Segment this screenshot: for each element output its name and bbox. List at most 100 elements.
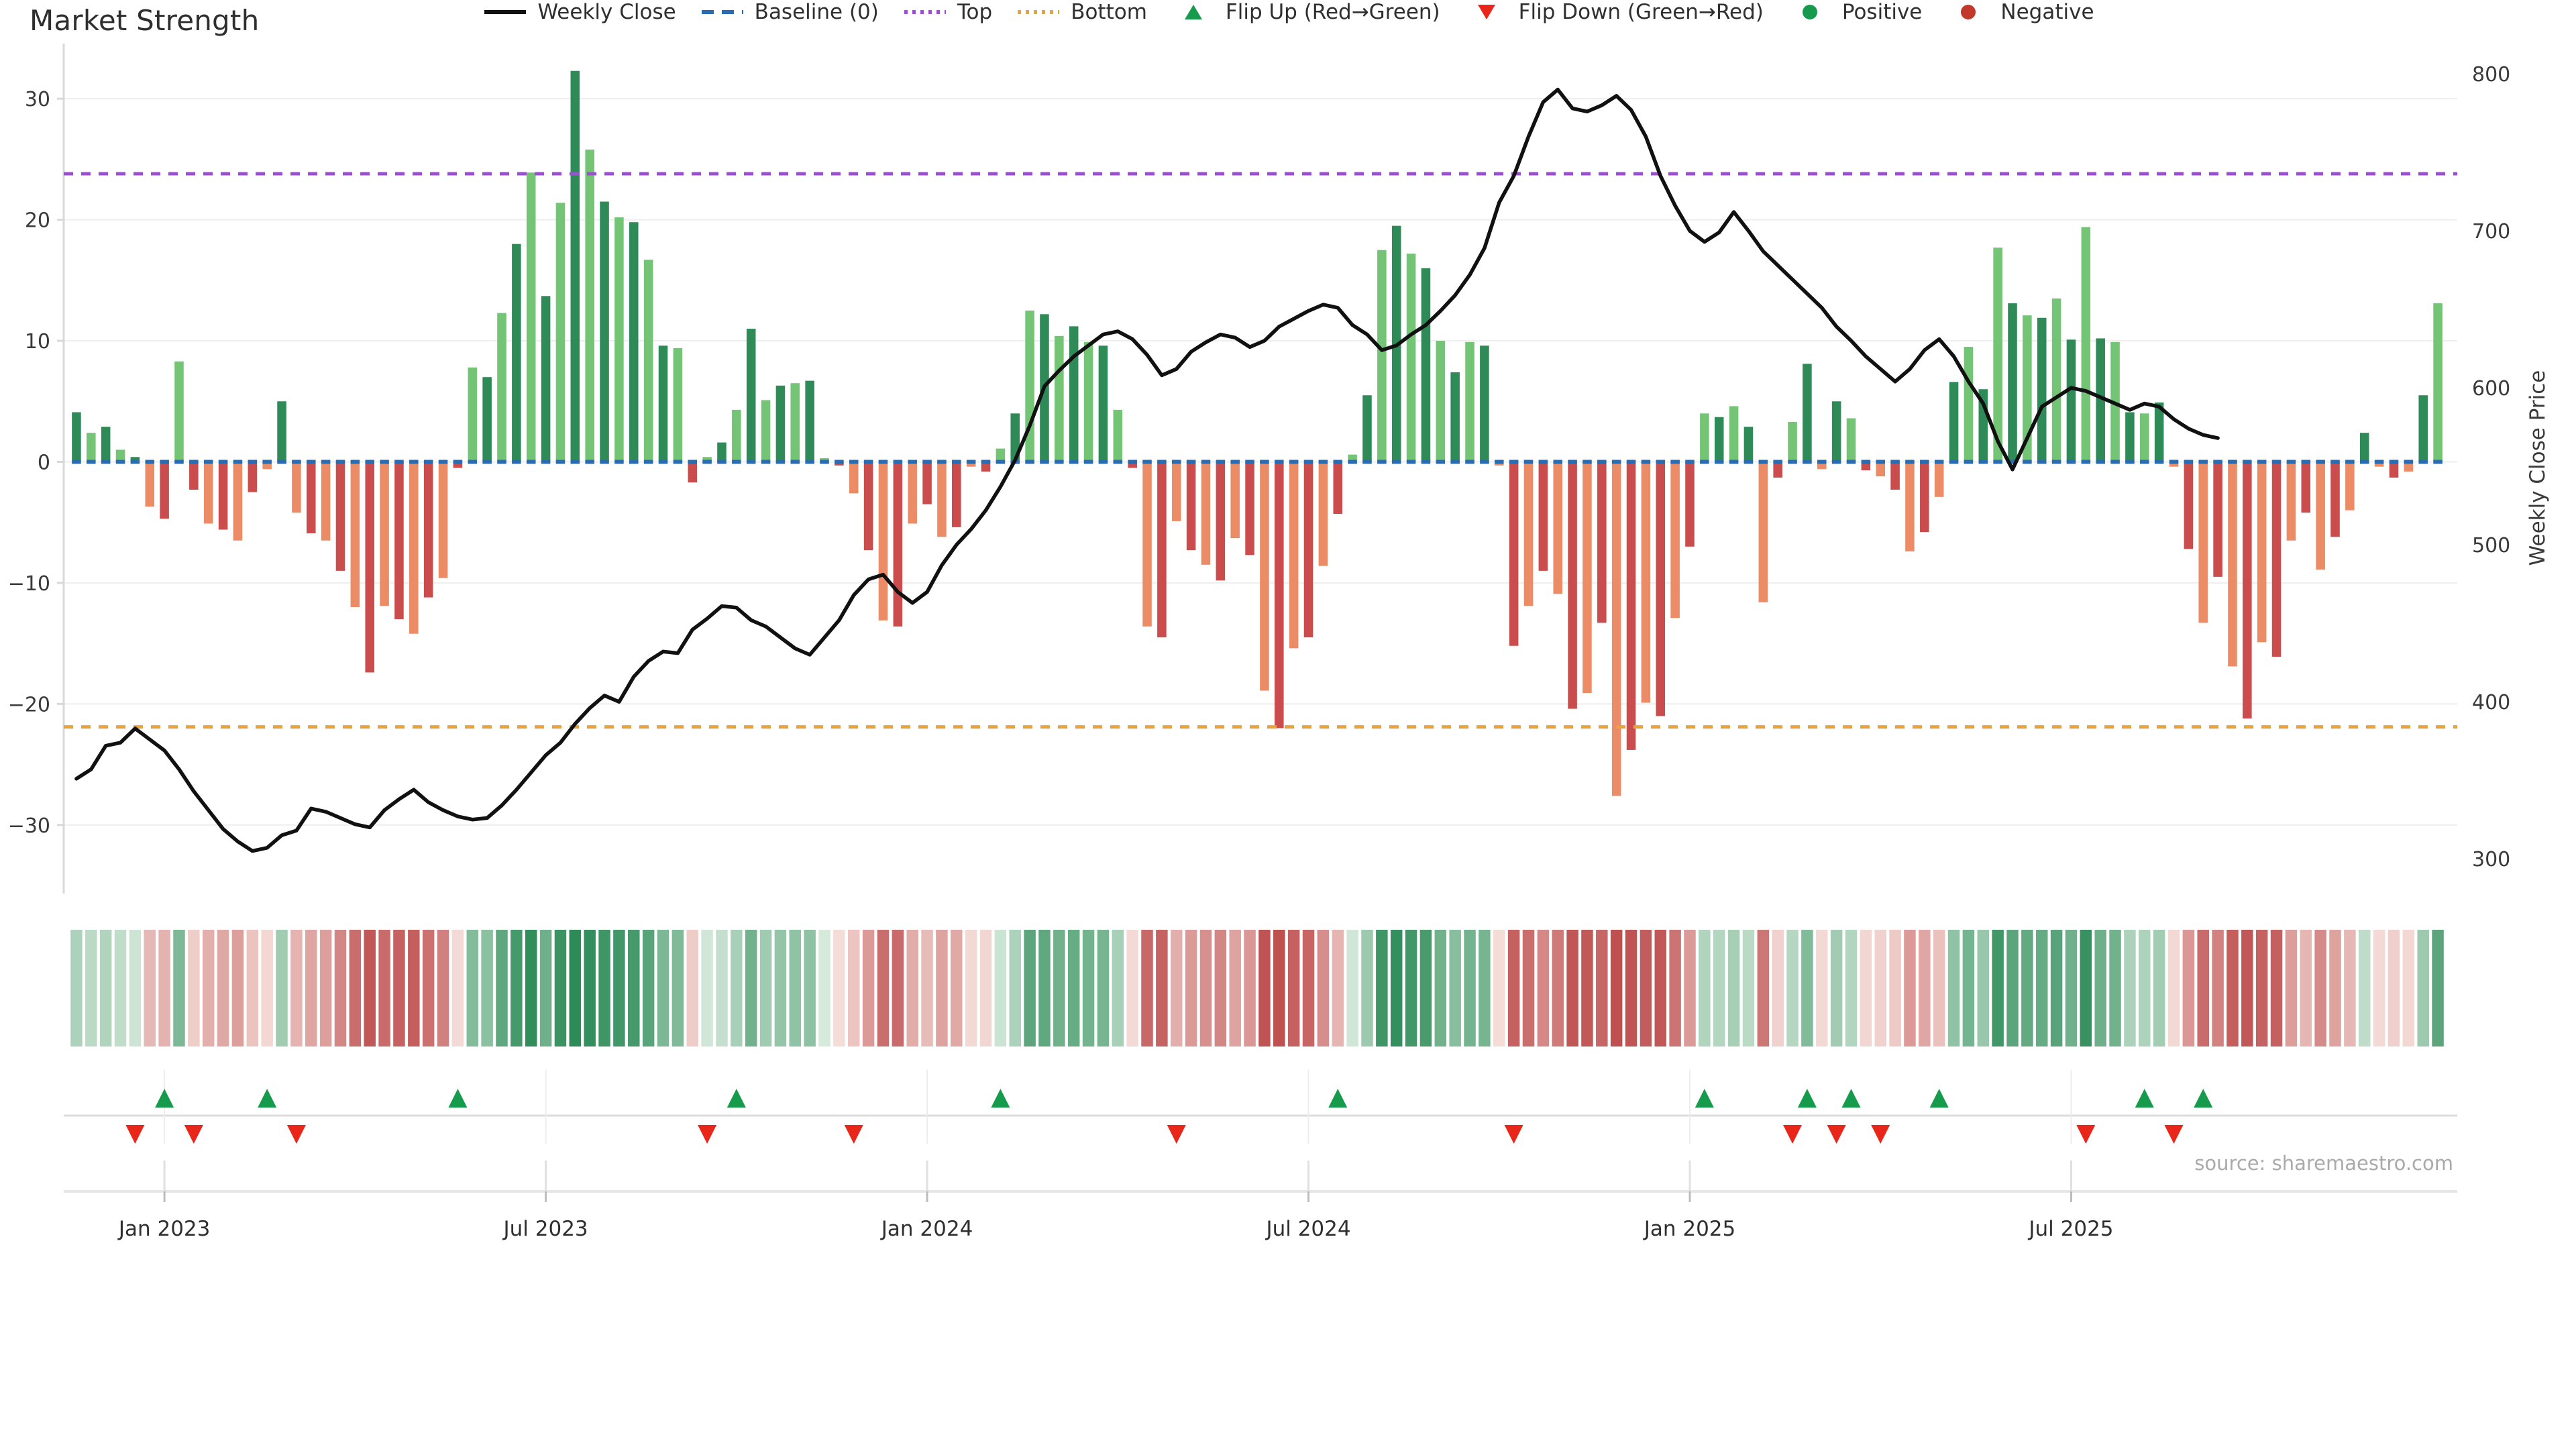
positive-bar	[1846, 418, 1856, 462]
legend-glyph-triangle-up-icon	[1184, 5, 1202, 19]
heatmap-cell	[1992, 930, 2004, 1046]
x-axis-tick-label: Jan 2025	[1643, 1217, 1736, 1241]
negative-bar	[453, 462, 463, 468]
x-axis-tick-label: Jan 2024	[880, 1217, 973, 1241]
positive-bar	[174, 361, 184, 462]
legend-label: Flip Down (Green→Red)	[1518, 0, 1764, 24]
negative-bar	[849, 462, 859, 494]
positive-bar	[526, 172, 536, 462]
heatmap-cell	[1757, 930, 1770, 1046]
heatmap-cell	[672, 930, 684, 1046]
legend-item-bottom[interactable]: Bottom	[1015, 0, 1147, 24]
chart-legend: Weekly Close Baseline (0) Top Bottom Flip Up…	[0, 0, 2576, 24]
heatmap-cell	[1024, 930, 1036, 1046]
left-axis-tick-label: 20	[25, 209, 50, 233]
heatmap-cell	[173, 930, 185, 1046]
positive-bar	[1480, 345, 1489, 462]
heatmap-cell	[921, 930, 933, 1046]
x-axis-tick-label: Jul 2024	[1265, 1217, 1350, 1241]
heatmap-cell	[877, 930, 890, 1046]
positive-bar	[1377, 250, 1387, 462]
heatmap-cell	[2167, 930, 2180, 1046]
negative-bar	[688, 462, 698, 483]
left-axis-tick-label: 10	[25, 330, 50, 354]
heatmap-cell	[1097, 930, 1110, 1046]
negative-bar	[321, 462, 331, 541]
negative-bar	[981, 462, 991, 472]
main-chart-panel: 3020100−10−20−30800700600500400300Market…	[8, 44, 2550, 894]
negative-bar	[1817, 462, 1827, 470]
heatmap-cell	[613, 930, 625, 1046]
positive-bar	[746, 329, 756, 462]
positive-bar	[2023, 315, 2032, 462]
heatmap-cell	[2432, 930, 2444, 1046]
page-title: Market Strength	[30, 4, 260, 37]
legend-item-flip-up-red-green[interactable]: Flip Up (Red→Green)	[1170, 0, 1440, 24]
heatmap-cell	[158, 930, 170, 1046]
legend-item-top[interactable]: Top	[902, 0, 992, 24]
negative-bar	[438, 462, 448, 578]
negative-bar	[878, 462, 888, 621]
negative-bar	[1568, 462, 1577, 709]
flip-up-marker-icon	[2194, 1089, 2213, 1108]
positive-bar	[2359, 433, 2369, 462]
heatmap-cell	[804, 930, 816, 1046]
positive-bar	[115, 449, 125, 462]
heatmap-cell	[437, 930, 449, 1046]
positive-bar	[1465, 341, 1474, 462]
heatmap-cell	[2300, 930, 2312, 1046]
legend-item-negative[interactable]: Negative	[1945, 0, 2094, 24]
heatmap-cell	[1156, 930, 1168, 1046]
legend-item-baseline-0[interactable]: Baseline (0)	[699, 0, 879, 24]
heatmap-cell	[539, 930, 552, 1046]
positive-bar	[658, 345, 668, 462]
heatmap-cell	[1244, 930, 1256, 1046]
heatmap-cell	[1185, 930, 1197, 1046]
heatmap-cell	[1596, 930, 1608, 1046]
positive-bar	[2096, 338, 2105, 462]
negative-bar	[423, 462, 433, 598]
negative-bar	[1260, 462, 1269, 691]
positive-bar	[512, 244, 521, 462]
flip-up-marker-icon	[991, 1089, 1010, 1108]
flip-down-marker-icon	[2076, 1125, 2096, 1144]
heatmap-cell	[1640, 930, 1652, 1046]
positive-bar	[2051, 298, 2061, 462]
heatmap-cell	[129, 930, 142, 1046]
heatmap-cell	[2329, 930, 2341, 1046]
negative-bar	[1318, 462, 1328, 566]
heatmap-cell	[847, 930, 860, 1046]
negative-bar	[1303, 462, 1313, 638]
negative-bar	[2286, 462, 2296, 541]
positive-bar	[1803, 364, 1812, 462]
negative-bar	[306, 462, 316, 533]
right-axis-tick-label: 800	[2472, 63, 2510, 87]
negative-bar	[1538, 462, 1548, 571]
negative-bar	[2345, 462, 2355, 511]
heatmap-cell	[1317, 930, 1330, 1046]
heatmap-cell	[1684, 930, 1696, 1046]
heatmap-cell	[99, 930, 112, 1046]
heatmap-cell	[1067, 930, 1080, 1046]
heatmap-cell	[1566, 930, 1578, 1046]
positive-bar	[805, 380, 814, 462]
legend-glyph-line-icon	[484, 10, 527, 14]
legend-item-weekly-close[interactable]: Weekly Close	[482, 0, 676, 24]
positive-bar	[585, 149, 594, 462]
positive-bar	[482, 377, 492, 462]
x-axis-tick-label: Jan 2023	[117, 1217, 211, 1241]
positive-bar	[1450, 372, 1460, 462]
negative-bar	[409, 462, 419, 634]
positive-bar	[101, 427, 111, 462]
negative-bar	[1597, 462, 1607, 623]
legend-item-flip-down-green-red[interactable]: Flip Down (Green→Red)	[1463, 0, 1764, 24]
legend-item-positive[interactable]: Positive	[1786, 0, 1922, 24]
legend-glyph-dotted-line-icon	[1018, 10, 1060, 14]
heatmap-cell	[1507, 930, 1520, 1046]
legend-glyph-triangle-down-icon	[1477, 5, 1495, 19]
heatmap-cell	[1845, 930, 1858, 1046]
heatmap-cell	[936, 930, 948, 1046]
positive-bar	[732, 409, 741, 462]
heatmap-cell	[1419, 930, 1432, 1046]
heatmap-cell	[818, 930, 830, 1046]
